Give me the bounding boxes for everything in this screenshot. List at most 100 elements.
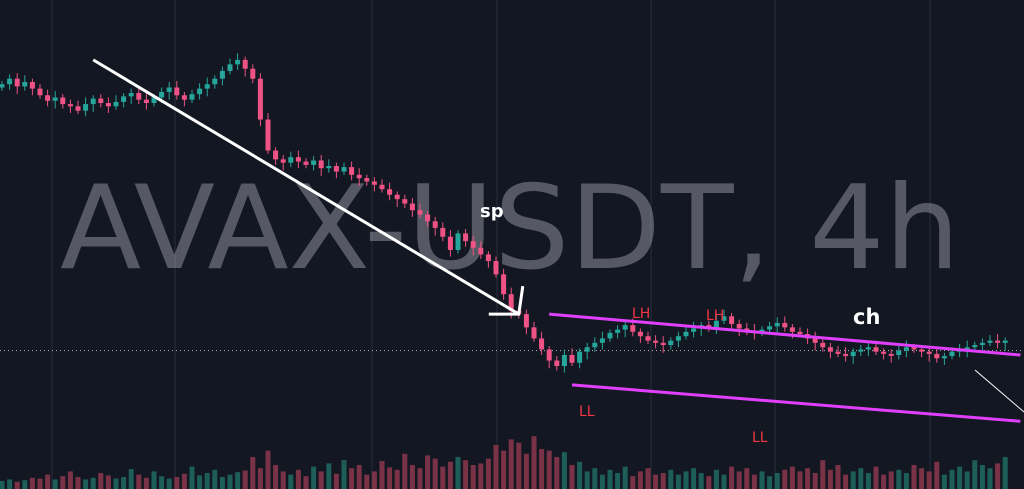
drawings[interactable] [92, 58, 1024, 423]
candle-body-129 [972, 345, 978, 348]
candle-body-54 [402, 199, 408, 204]
candle-body-20 [143, 99, 149, 103]
volume-bar-36 [265, 450, 271, 489]
annotation-ll-2: LL [752, 430, 768, 446]
projection-line[interactable] [974, 369, 1024, 413]
candle-body-90 [675, 336, 681, 341]
volume-bar-1 [0, 481, 5, 489]
volume-bar-9 [60, 476, 66, 489]
annotation-ch: ch [853, 305, 880, 329]
candle-body-30 [219, 70, 225, 79]
candle-body-17 [121, 96, 127, 102]
candle-body-60 [447, 236, 453, 250]
volume-bar-62 [463, 460, 469, 489]
candle-body-120 [903, 347, 909, 351]
volume-bar-102 [767, 476, 773, 489]
candle-body-1 [0, 84, 5, 88]
candle-body-82 [615, 329, 621, 333]
candle-body-109 [820, 342, 826, 348]
volume-bar-4 [22, 480, 28, 489]
candle-body-128 [964, 347, 970, 350]
candle-body-67 [501, 274, 507, 295]
volume-bar-70 [523, 453, 529, 489]
candle-body-116 [873, 347, 879, 352]
volume-bar-92 [691, 468, 697, 489]
candle-body-40 [295, 157, 301, 162]
candle-body-65 [485, 254, 491, 262]
candle-body-84 [630, 325, 636, 332]
volume-bar-89 [668, 469, 674, 489]
volume-bar-3 [14, 481, 20, 489]
candle-body-132 [995, 340, 1001, 343]
volume-bar-98 [736, 471, 742, 489]
volume-bar-21 [151, 471, 157, 489]
annotations: sp ch LH LH LL LL [480, 201, 880, 446]
volume-bar-34 [250, 457, 256, 489]
volume-bar-74 [554, 457, 560, 489]
downtrend-arrowhead [488, 285, 525, 316]
candle-body-47 [349, 167, 355, 175]
volume-bar-90 [675, 474, 681, 489]
volume-bar-65 [485, 458, 491, 489]
volume-bar-119 [896, 469, 902, 489]
candle-body-27 [197, 88, 203, 95]
candle-body-28 [204, 84, 210, 89]
candle-body-70 [523, 314, 529, 328]
candle-body-96 [721, 316, 727, 321]
volume-bar-83 [622, 466, 628, 489]
candle-body-98 [736, 324, 742, 329]
candle-body-26 [189, 94, 195, 100]
channel-upper-line[interactable] [549, 312, 1021, 357]
candle-body-131 [987, 340, 993, 343]
candle-body-8 [52, 97, 58, 101]
volume-bar-64 [478, 463, 484, 489]
volume-bar-31 [227, 474, 233, 489]
candle-body-32 [235, 59, 241, 65]
candle-body-6 [37, 88, 43, 96]
symbol-watermark: AVAX-USDT, 4h [60, 161, 960, 296]
candle-body-59 [440, 227, 446, 237]
candle-body-44 [326, 166, 332, 169]
candle-body-106 [797, 331, 803, 334]
volume-bar-59 [440, 466, 446, 489]
candle-body-122 [919, 349, 925, 352]
candle-body-11 [75, 106, 81, 111]
candle-body-25 [181, 95, 187, 100]
candle-body-39 [288, 157, 294, 163]
volume-bar-16 [113, 478, 119, 489]
candle-body-66 [493, 261, 499, 275]
volume-bar-10 [67, 471, 73, 489]
volume-bar-11 [75, 477, 81, 489]
volume-bar-125 [941, 474, 947, 489]
volume-bar-40 [295, 469, 301, 489]
volume-bar-43 [318, 471, 324, 489]
volume-bar-79 [592, 468, 598, 489]
volume-bar-60 [447, 461, 453, 489]
volume-bar-86 [645, 468, 651, 489]
volume-bar-81 [607, 469, 613, 489]
channel-lower-line[interactable] [571, 383, 1021, 423]
candle-body-71 [531, 327, 537, 339]
volume-bar-7 [45, 474, 51, 489]
candle-body-36 [265, 119, 271, 151]
candle-body-121 [911, 347, 917, 350]
volume-bar-129 [972, 460, 978, 489]
candle-body-104 [782, 322, 788, 328]
volume-bar-57 [425, 455, 431, 489]
volume-bar-123 [926, 471, 932, 489]
volume-bar-77 [577, 461, 583, 489]
candle-body-68 [508, 294, 514, 311]
candle-body-118 [888, 353, 894, 356]
candle-body-2 [7, 78, 13, 85]
volume-bar-30 [219, 477, 225, 489]
volume-bar-128 [964, 471, 970, 489]
volume-bar-88 [660, 473, 666, 489]
candle-body-87 [653, 340, 659, 343]
volume-bar-108 [812, 473, 818, 489]
volume-bar-111 [835, 465, 841, 489]
volume-bar-42 [311, 466, 317, 489]
candle-body-55 [409, 203, 415, 211]
volume-bar-5 [29, 477, 35, 489]
downtrend-line[interactable] [92, 58, 520, 316]
